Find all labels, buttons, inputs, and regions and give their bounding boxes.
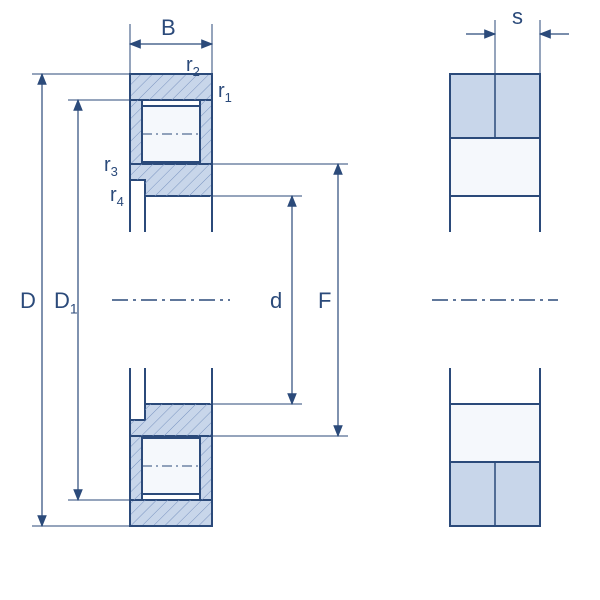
- label-F: F: [318, 288, 331, 314]
- label-r3: r3: [104, 154, 118, 179]
- label-r4: r4: [110, 184, 124, 209]
- label-D1: D1: [54, 288, 78, 316]
- label-d: d: [270, 288, 282, 314]
- right-side-view: [432, 74, 558, 526]
- bearing-diagram: [0, 0, 600, 600]
- label-s: s: [512, 4, 523, 30]
- label-r2: r2: [186, 54, 200, 79]
- label-r1: r1: [218, 80, 232, 105]
- left-cross-section: [112, 74, 230, 526]
- label-D: D: [20, 288, 36, 314]
- label-B: B: [161, 15, 176, 41]
